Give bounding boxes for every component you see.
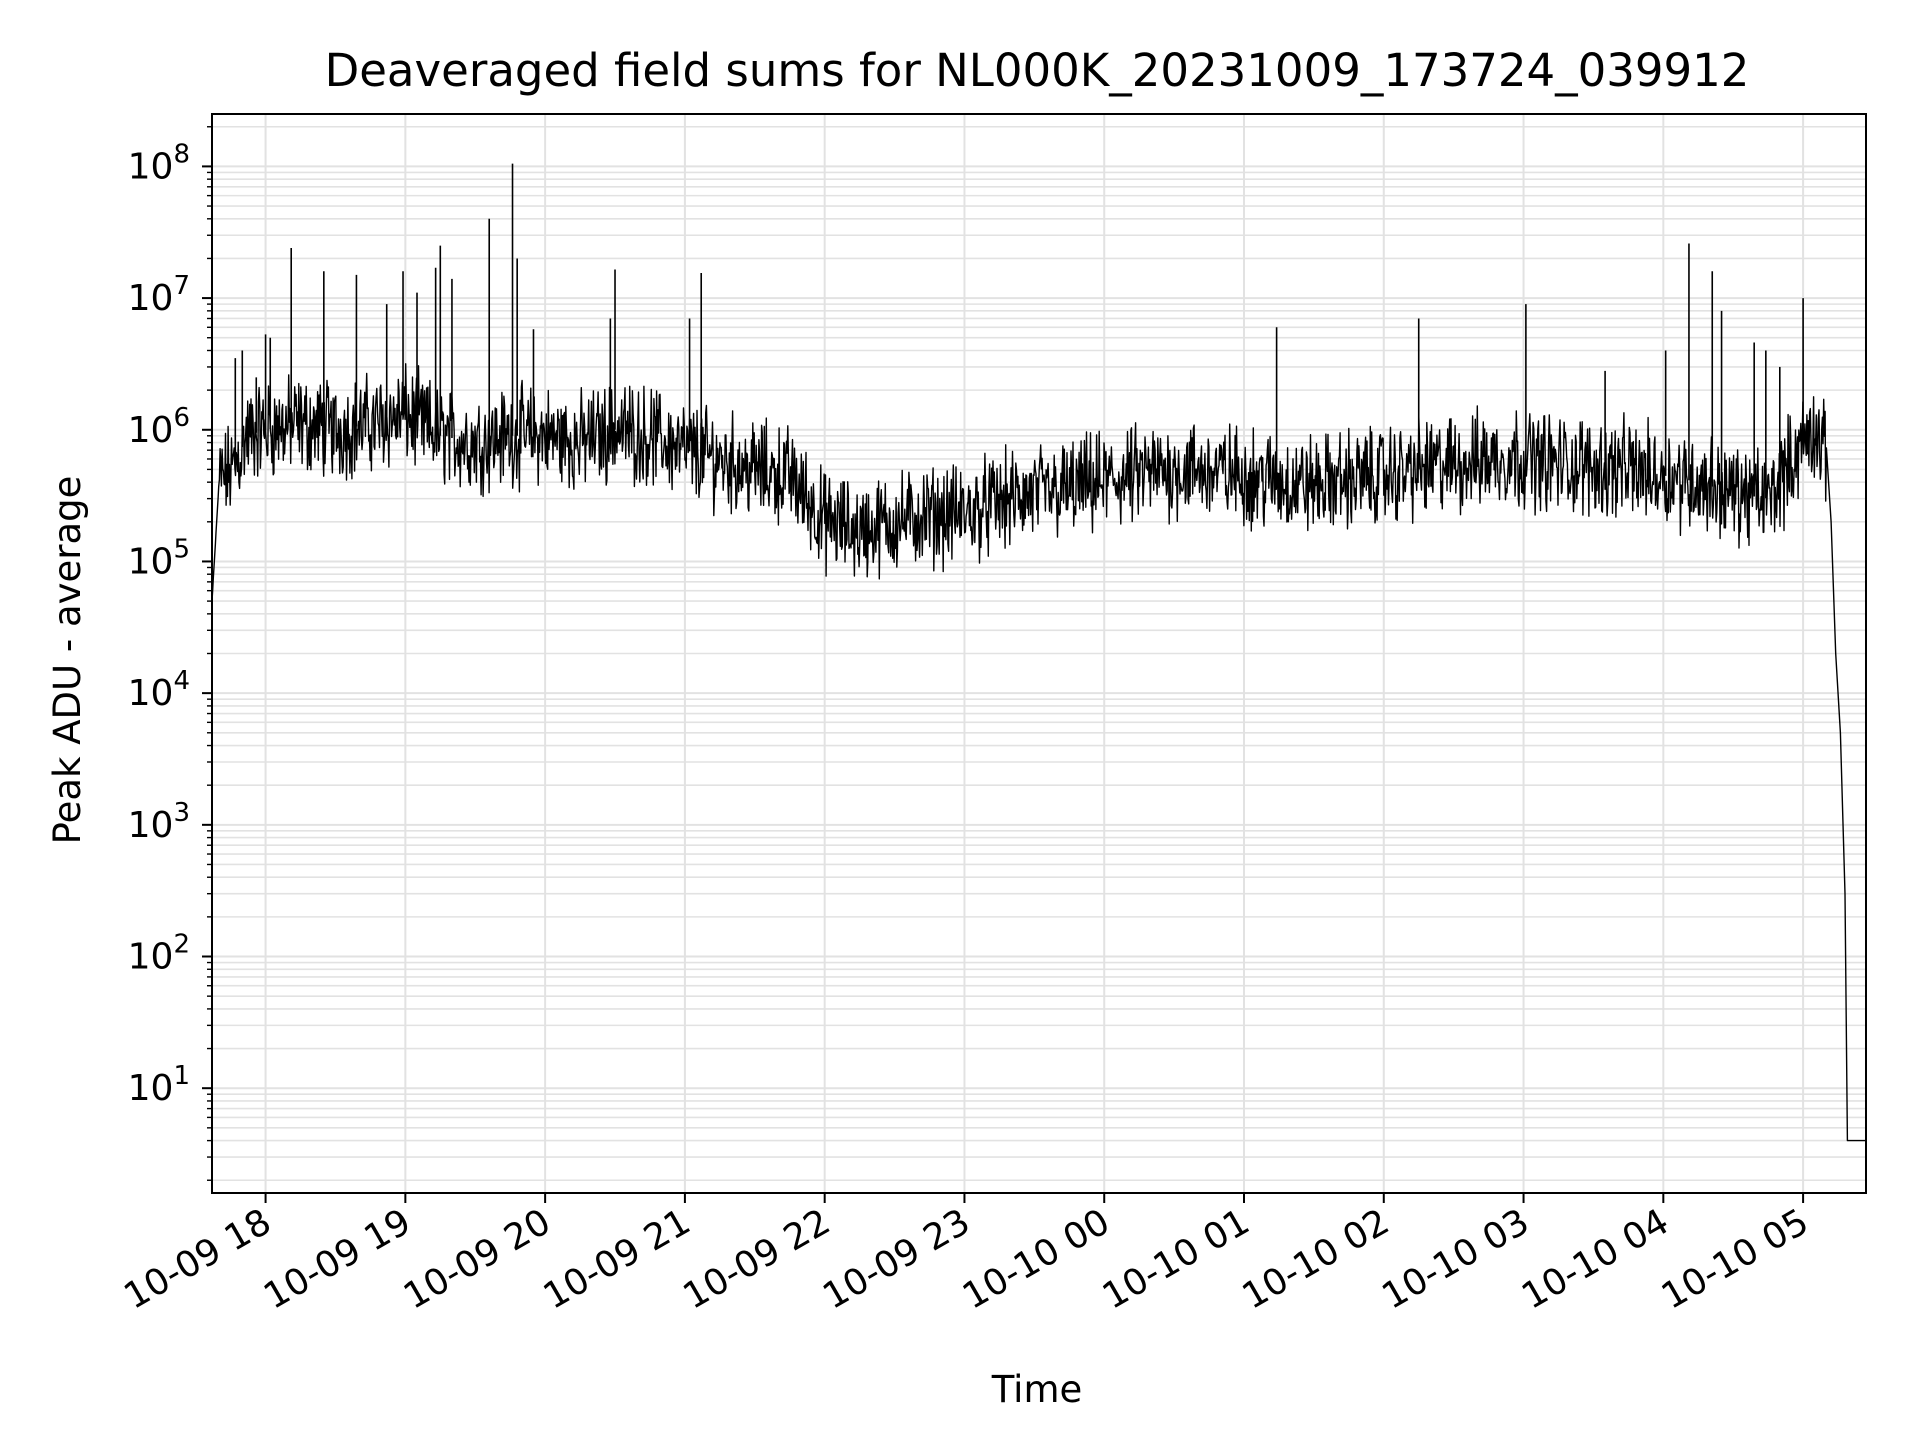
data-series-line xyxy=(211,363,1866,1142)
y-tick-label: 106 xyxy=(128,403,190,451)
chart-title: Deaveraged field sums for NL000K_2023100… xyxy=(325,44,1750,97)
data-layer xyxy=(211,163,1866,1142)
y-tick-label: 107 xyxy=(128,271,190,319)
y-tick-label: 108 xyxy=(128,139,190,187)
y-tick-label: 105 xyxy=(128,534,190,582)
y-axis-label: Peak ADU - average xyxy=(46,476,89,845)
y-tick-label: 101 xyxy=(128,1061,190,1109)
y-tick-label: 104 xyxy=(128,666,190,714)
grid xyxy=(212,114,1866,1193)
y-tick-label: 103 xyxy=(128,798,190,846)
x-axis-label: Time xyxy=(991,1368,1083,1411)
y-tick-label: 102 xyxy=(128,930,190,978)
